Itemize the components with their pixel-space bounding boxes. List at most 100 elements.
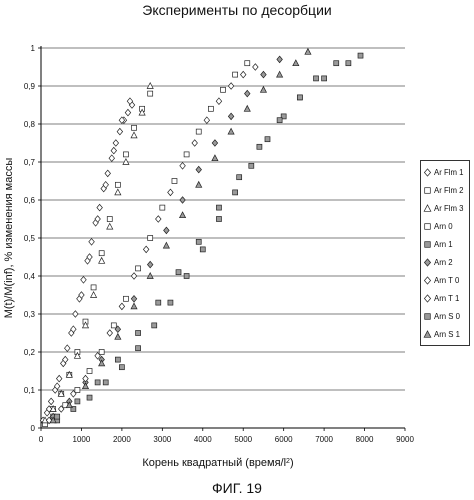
tick-labels: 0 0,1 0,2 0,3 0,4 0,5 0,6 0,7 0,8 0,9 1 0 1000 2000 30… bbox=[24, 44, 415, 444]
legend-label: Ar Flm 2 bbox=[434, 185, 464, 195]
data-point bbox=[74, 387, 81, 393]
legend-marker bbox=[424, 186, 431, 194]
data-point bbox=[65, 370, 73, 378]
legend-label: Arn S 0 bbox=[434, 311, 461, 321]
data-point bbox=[110, 146, 118, 155]
data-point bbox=[98, 256, 106, 264]
data-point bbox=[146, 271, 154, 279]
x-tick-label: 8000 bbox=[356, 435, 374, 444]
data-point bbox=[114, 332, 122, 340]
legend-item: Arn 2 bbox=[421, 253, 469, 271]
x-tick-label: 7000 bbox=[315, 435, 333, 444]
data-point bbox=[292, 59, 300, 67]
data-point bbox=[155, 299, 162, 306]
y-tick-label: 0,9 bbox=[24, 82, 36, 91]
legend-item: Ar Flm 2 bbox=[421, 181, 469, 199]
data-point bbox=[264, 136, 271, 143]
y-tick-label: 0,8 bbox=[24, 120, 36, 129]
data-point bbox=[119, 364, 125, 371]
legend-marker-shape bbox=[423, 329, 432, 338]
data-point bbox=[110, 322, 117, 329]
data-point bbox=[232, 71, 238, 78]
data-point bbox=[147, 235, 154, 241]
data-point bbox=[70, 406, 77, 412]
x-tick-label: 6000 bbox=[275, 435, 293, 444]
data-point bbox=[159, 204, 166, 211]
data-point bbox=[195, 128, 202, 135]
data-point bbox=[54, 413, 61, 420]
data-point bbox=[112, 139, 120, 147]
data-point bbox=[130, 272, 138, 280]
data-point bbox=[244, 60, 251, 67]
data-point bbox=[162, 241, 170, 249]
y-axis-label: M(t)/M(inf), % изменения массы bbox=[3, 158, 15, 319]
data-point bbox=[57, 389, 65, 397]
y-tick-label: 0,1 bbox=[24, 386, 36, 395]
data-point bbox=[333, 60, 340, 67]
legend-marker-shape bbox=[423, 275, 432, 285]
legend-marker-shape bbox=[424, 240, 431, 248]
data-point bbox=[86, 368, 93, 374]
data-point bbox=[232, 189, 238, 196]
legend-item: Arn S 0 bbox=[421, 307, 469, 325]
data-point bbox=[90, 284, 97, 291]
legend-label: Arn 0 bbox=[434, 221, 453, 231]
y-tick-label: 0,6 bbox=[24, 196, 36, 205]
data-point bbox=[321, 75, 327, 82]
data-point bbox=[236, 174, 243, 181]
data-point bbox=[96, 203, 103, 212]
x-tick-label: 4000 bbox=[194, 435, 212, 444]
data-point bbox=[216, 204, 222, 211]
data-point bbox=[151, 322, 158, 329]
data-point bbox=[73, 351, 81, 359]
data-point bbox=[58, 405, 65, 413]
data-point bbox=[195, 165, 202, 174]
data-point bbox=[357, 52, 364, 59]
data-point bbox=[64, 344, 71, 352]
data-point bbox=[45, 405, 53, 413]
data-point bbox=[313, 75, 319, 82]
legend-label: Arn T 0 bbox=[434, 275, 460, 285]
legend-marker bbox=[423, 203, 432, 212]
legend-marker-shape bbox=[423, 293, 432, 303]
data-point bbox=[179, 196, 186, 204]
data-point bbox=[183, 151, 190, 158]
axes bbox=[38, 46, 406, 431]
series-4 bbox=[54, 52, 364, 424]
data-point bbox=[104, 169, 111, 178]
data-point bbox=[86, 253, 93, 261]
data-point bbox=[163, 226, 170, 235]
data-point bbox=[118, 116, 126, 124]
data-point bbox=[146, 81, 154, 89]
data-point bbox=[108, 154, 115, 162]
legend-marker bbox=[423, 293, 432, 303]
legend-marker bbox=[423, 257, 432, 267]
y-tick-label: 0,3 bbox=[24, 310, 36, 319]
data-point bbox=[70, 390, 77, 398]
data-point bbox=[80, 276, 87, 284]
data-point bbox=[106, 329, 113, 337]
data-point bbox=[114, 325, 122, 333]
data-point bbox=[98, 349, 105, 355]
series-8 bbox=[54, 60, 352, 420]
data-point bbox=[227, 127, 235, 135]
data-point bbox=[280, 113, 287, 120]
series-7 bbox=[45, 97, 134, 413]
x-tick-label: 2000 bbox=[113, 435, 131, 444]
data-points bbox=[39, 47, 364, 428]
data-point bbox=[98, 359, 106, 367]
data-point bbox=[276, 117, 283, 124]
x-tick-label: 5000 bbox=[234, 435, 252, 444]
data-point bbox=[211, 139, 219, 147]
data-point bbox=[259, 85, 268, 93]
data-point bbox=[147, 90, 154, 97]
legend-marker bbox=[423, 275, 432, 285]
series-3 bbox=[50, 60, 251, 420]
data-point bbox=[98, 250, 105, 257]
data-point bbox=[88, 238, 95, 246]
data-point bbox=[90, 290, 98, 298]
legend-item: Ar Flm 3 bbox=[421, 199, 469, 217]
legend-marker bbox=[423, 329, 432, 338]
legend-label: Ar Flm 3 bbox=[434, 203, 464, 213]
data-point bbox=[118, 302, 126, 311]
